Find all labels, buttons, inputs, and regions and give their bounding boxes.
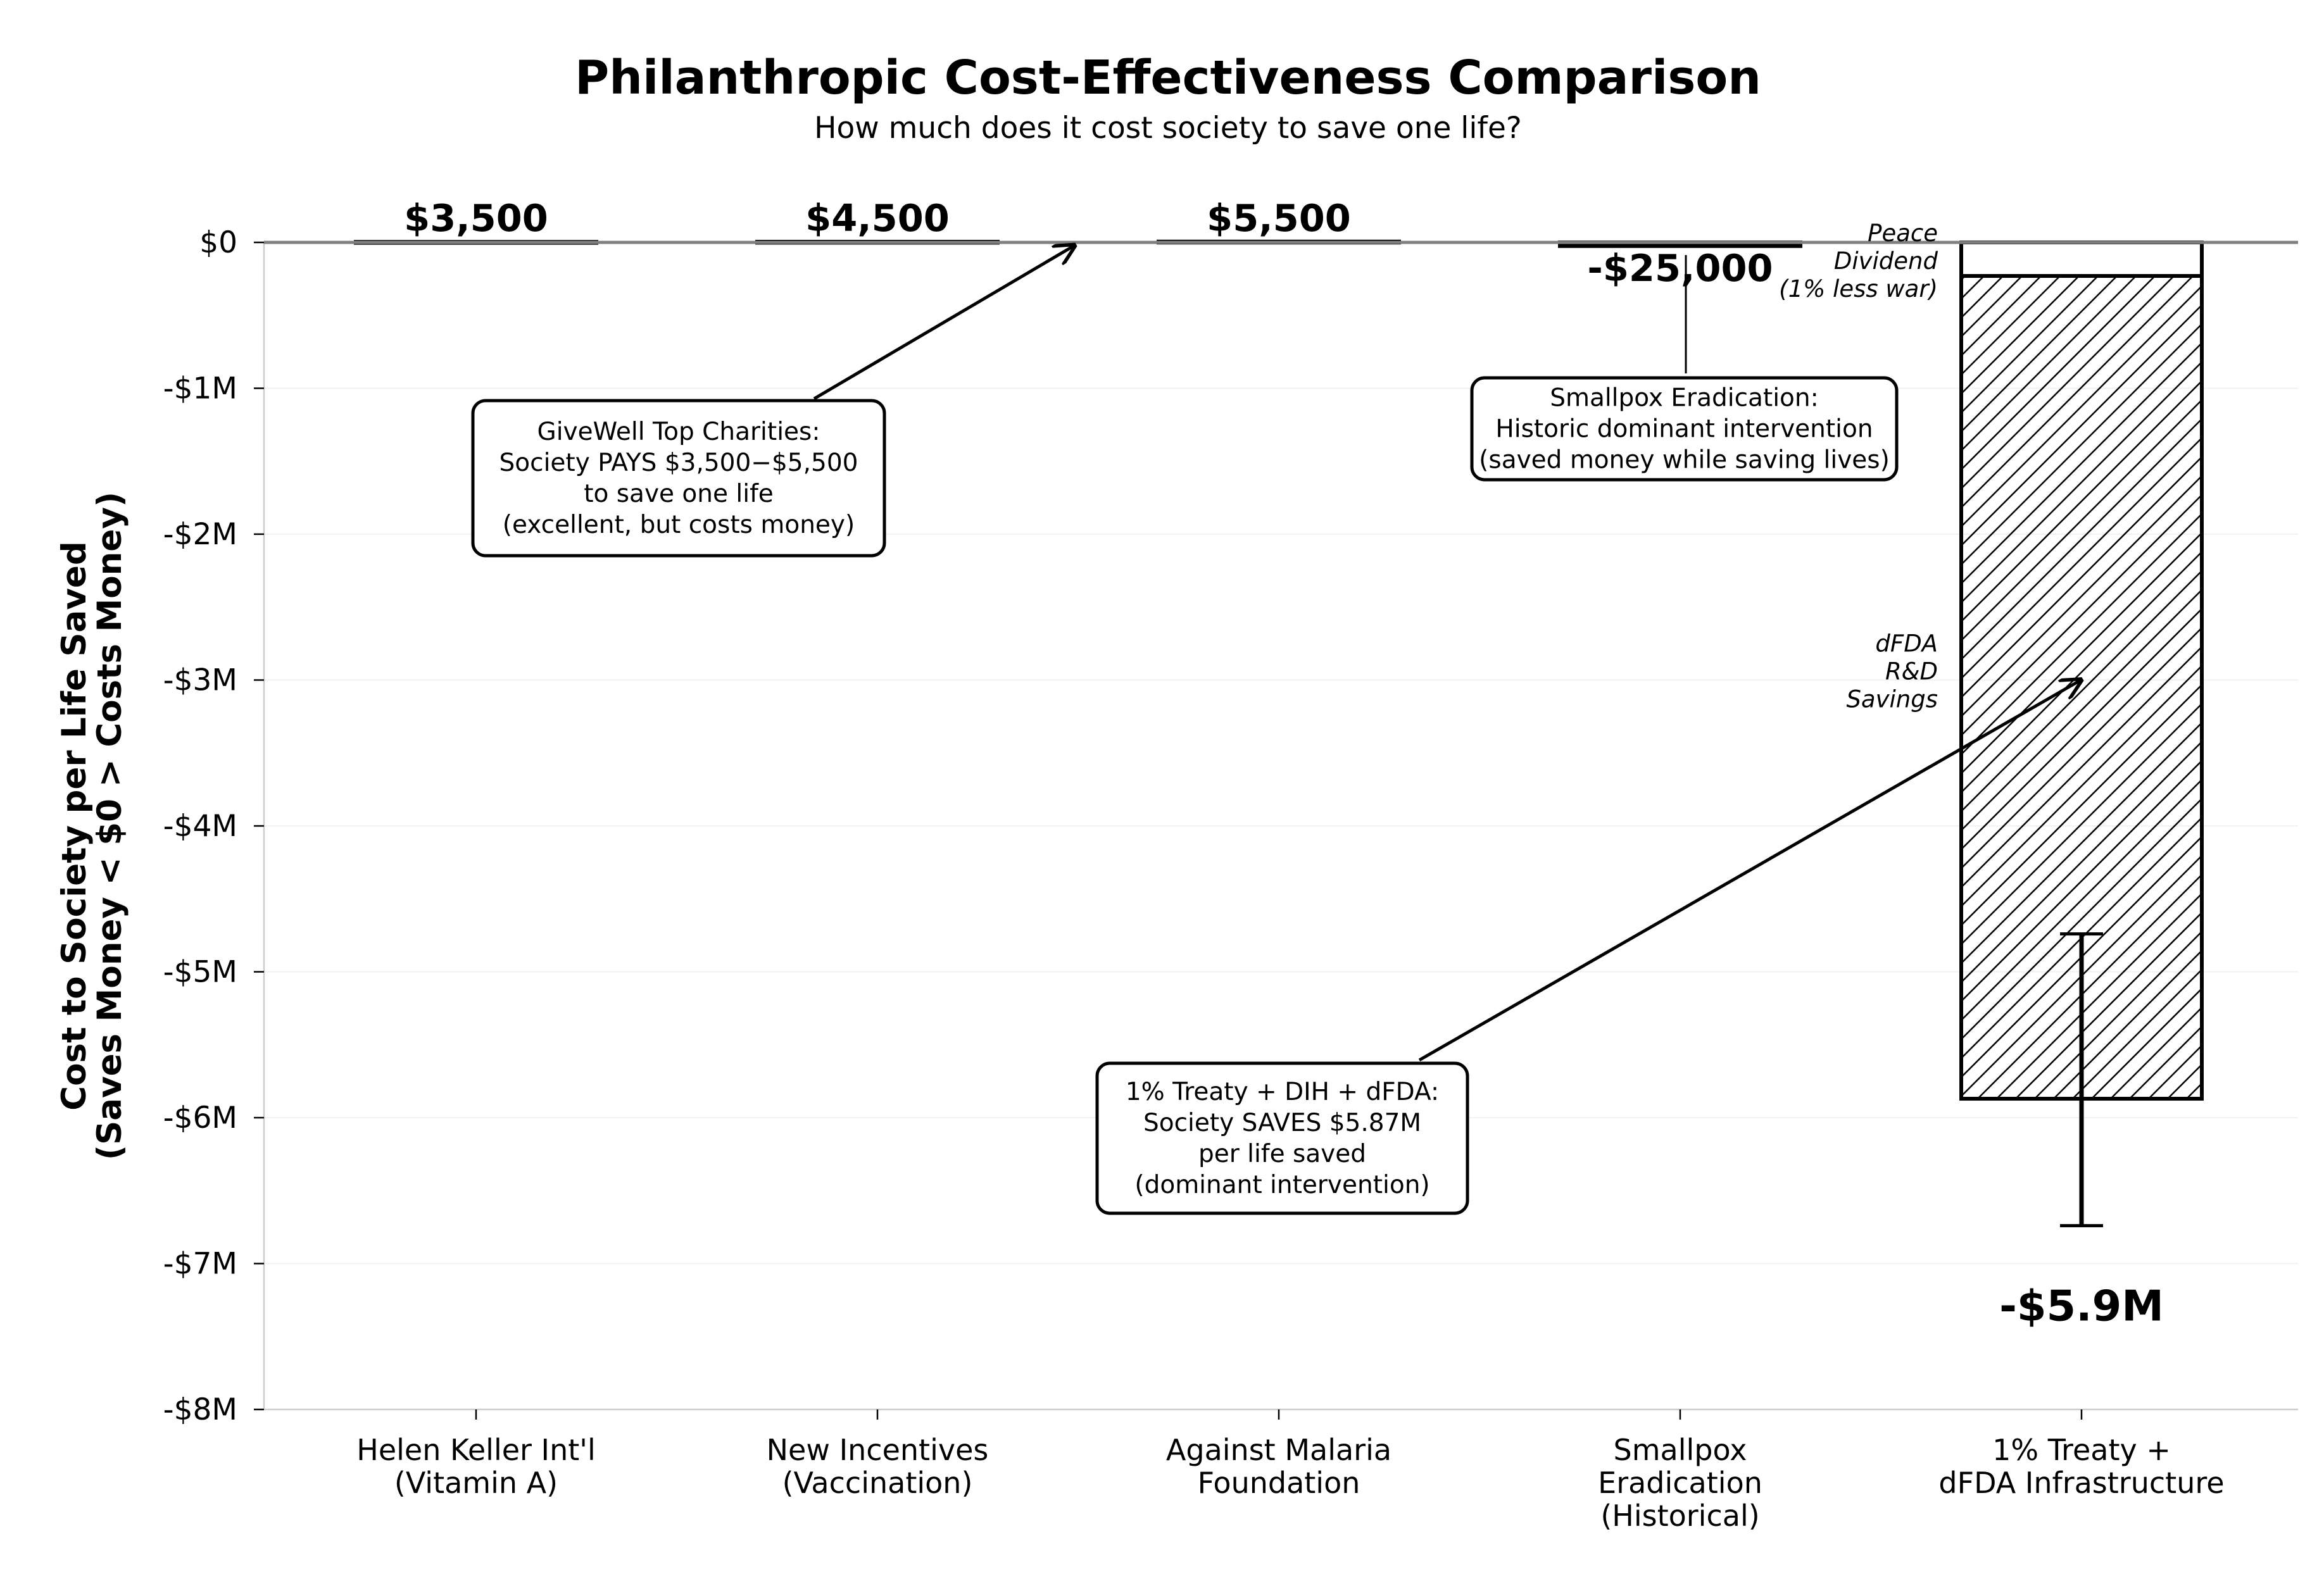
data-label: $3,500 xyxy=(404,196,548,240)
component-label: dFDA xyxy=(1875,630,1938,658)
component-label: Dividend xyxy=(1834,247,1938,275)
x-axis-ticks: Helen Keller Int'l(Vitamin A) New Incenti… xyxy=(356,1409,2225,1533)
y-tick-label: -$4M xyxy=(163,809,237,844)
value-labels: $3,500 $4,500 $5,500 -$25,000 -$5.9M xyxy=(404,196,2164,1331)
annotation-arrow xyxy=(813,246,1074,401)
annotation-box xyxy=(471,399,886,558)
x-tick-label: (Vaccination) xyxy=(782,1466,973,1500)
data-label: $5,500 xyxy=(1207,196,1351,240)
x-tick-label: (Historical) xyxy=(1600,1499,1759,1533)
annotation: Smallpox Eradication:Historic dominant i… xyxy=(1470,255,1899,482)
annotation-arrow xyxy=(1418,680,2081,1062)
x-tick-label: New Incentives xyxy=(767,1433,989,1467)
annotation-box xyxy=(1095,1061,1469,1215)
x-tick-label: Smallpox xyxy=(1614,1433,1747,1467)
y-tick-label: $0 xyxy=(199,225,237,260)
y-tick-label: -$8M xyxy=(163,1392,237,1427)
annotation-box xyxy=(1470,376,1899,482)
y-tick-label: -$1M xyxy=(163,372,237,406)
bar-segment xyxy=(1959,240,2204,278)
component-label: (1% less war) xyxy=(1779,275,1938,303)
y-axis-label-line-1: Cost to Society per Life Saved xyxy=(55,541,94,1111)
annotation-text: Society PAYS $3,500−$5,500 xyxy=(499,449,858,477)
y-axis-ticks: $0 -$1M -$2M -$3M -$4M -$5M -$6M -$7M -$8M xyxy=(163,225,264,1427)
y-tick-label: -$3M xyxy=(163,663,237,698)
x-tick-label: 1% Treaty + xyxy=(1992,1433,2171,1467)
annotation-text: Society SAVES $5.87M xyxy=(1143,1109,1421,1137)
annotation: GiveWell Top Charities: Society PAYS $3,5… xyxy=(471,246,1074,558)
component-label: R&D xyxy=(1885,658,1938,685)
x-tick-label: Helen Keller Int'l xyxy=(356,1433,596,1467)
component-label: Peace xyxy=(1868,220,1938,247)
y-tick-label: -$2M xyxy=(163,517,237,552)
annotation-text: (excellent, but costs money) xyxy=(503,511,855,539)
y-tick-label: -$6M xyxy=(163,1101,237,1135)
annotation-text: GiveWell Top Charities: xyxy=(537,418,820,446)
error-bar-layer xyxy=(2060,932,2103,1228)
y-tick-label: -$7M xyxy=(163,1247,237,1282)
x-tick-label: Eradication xyxy=(1598,1466,1762,1500)
y-axis-label: Cost to Society per Life Saved (Saves Mo… xyxy=(55,492,129,1160)
annotation-text: to save one life xyxy=(584,480,774,508)
annotation-text: (dominant intervention) xyxy=(1134,1171,1429,1199)
chart-subtitle: How much does it cost society to save on… xyxy=(814,111,1522,146)
component-label: Savings xyxy=(1846,686,1938,713)
y-tick-label: -$5M xyxy=(163,955,237,990)
annotation-text: (saved money while saving lives) xyxy=(1479,446,1890,475)
x-tick-label: dFDA Infrastructure xyxy=(1938,1466,2224,1500)
x-tick-label: Foundation xyxy=(1198,1466,1360,1500)
x-tick-label: Against Malaria xyxy=(1166,1433,1391,1467)
data-label: -$5.9M xyxy=(1999,1282,2164,1331)
annotation: 1% Treaty + DIH + dFDA: Society SAVES $5.… xyxy=(1095,680,2081,1215)
data-label: -$25,000 xyxy=(1587,246,1773,290)
annotation-text: per life saved xyxy=(1198,1140,1366,1168)
annotation-text: Smallpox Eradication: xyxy=(1550,384,1819,413)
annotation-text: 1% Treaty + DIH + dFDA: xyxy=(1126,1078,1439,1106)
annotations: GiveWell Top Charities: Society PAYS $3,5… xyxy=(471,246,2081,1215)
data-label: $4,500 xyxy=(805,196,950,240)
chart-title: Philanthropic Cost-Effectiveness Compari… xyxy=(575,51,1761,105)
annotation-text: Historic dominant intervention xyxy=(1495,415,1873,444)
x-tick-label: (Vitamin A) xyxy=(394,1466,558,1500)
y-axis-label-line-2: (Saves Money < $0 > Costs Money) xyxy=(91,492,129,1160)
